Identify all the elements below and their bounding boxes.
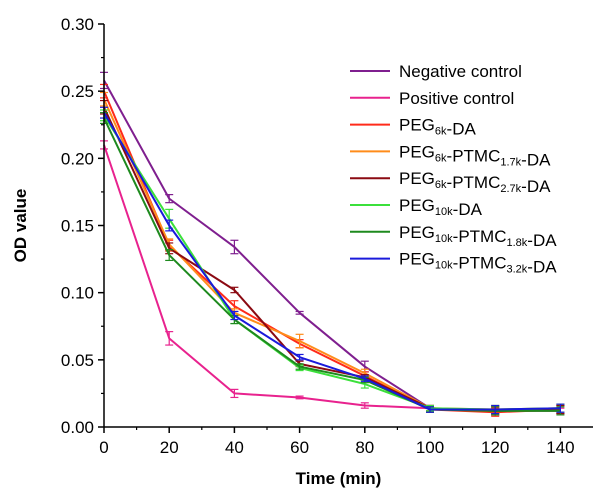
series-line	[103, 90, 561, 414]
series-line	[103, 117, 561, 412]
x-tick-label: 120	[481, 438, 509, 457]
legend-label: PEG10k-DA	[399, 196, 483, 219]
y-tick-label: 0.15	[61, 217, 94, 236]
error-bar	[295, 363, 304, 370]
legend-label: PEG6k-PTMC2.7k-DA	[399, 169, 551, 196]
x-tick-label: 80	[355, 438, 374, 457]
error-bar	[165, 249, 174, 262]
legend-label: Positive control	[399, 89, 514, 108]
error-bar	[426, 406, 434, 413]
legend-item: Negative control	[350, 62, 522, 81]
x-tick-label: 40	[225, 438, 244, 457]
legend-item: PEG10k-PTMC3.2k-DA	[350, 250, 557, 277]
x-tick-label: 0	[99, 438, 108, 457]
error-bar	[491, 404, 500, 415]
y-tick-label: 0.20	[61, 149, 94, 168]
error-bar	[295, 310, 304, 315]
legend-item: PEG10k-PTMC1.8k-DA	[350, 223, 557, 250]
plot-area	[100, 71, 565, 417]
error-bar	[295, 353, 304, 361]
error-bar	[165, 219, 174, 232]
x-tick-label: 140	[546, 438, 574, 457]
legend-label: PEG6k-PTMC1.7k-DA	[399, 142, 551, 169]
error-bar	[230, 310, 239, 321]
legend-item: PEG6k-DA	[350, 116, 476, 139]
y-tick-label: 0.05	[61, 351, 94, 370]
axes: 0 20 40 60 80 100 120 140 0.00 0.05 0.10 0.15 0.20 0.…	[61, 15, 593, 457]
series-line	[103, 112, 561, 411]
x-tick-label: 100	[416, 438, 444, 457]
error-bar	[230, 239, 239, 255]
legend-item: PEG10k-DA	[350, 196, 483, 219]
x-axis-title: Time (min)	[296, 469, 382, 488]
x-tick-label: 20	[160, 438, 179, 457]
legend-item: PEG6k-PTMC2.7k-DA	[350, 169, 551, 196]
error-bar	[295, 333, 304, 349]
x-tick-label: 60	[290, 438, 309, 457]
y-tick-label: 0.30	[61, 15, 94, 34]
error-bar	[556, 403, 565, 413]
legend-item: Positive control	[350, 89, 514, 108]
error-bar	[165, 331, 174, 346]
y-axis-title: OD value	[11, 189, 30, 263]
y-tick-label: 0.25	[61, 82, 94, 101]
y-tick-label: 0.10	[61, 284, 94, 303]
error-bar	[360, 375, 369, 382]
legend-item: PEG6k-PTMC1.7k-DA	[350, 142, 551, 169]
legend-label: PEG10k-PTMC3.2k-DA	[399, 250, 557, 277]
legend: Negative control Positive control PEG6k-DA…	[350, 62, 557, 277]
error-bar	[165, 194, 174, 204]
error-bar	[230, 286, 239, 294]
error-bar	[360, 402, 369, 409]
error-bar	[295, 395, 304, 400]
legend-label: Negative control	[399, 62, 522, 81]
y-tick-label: 0.00	[61, 418, 94, 437]
error-bar	[230, 388, 239, 399]
legend-label: PEG6k-DA	[399, 116, 476, 139]
legend-label: PEG10k-PTMC1.8k-DA	[399, 223, 557, 250]
